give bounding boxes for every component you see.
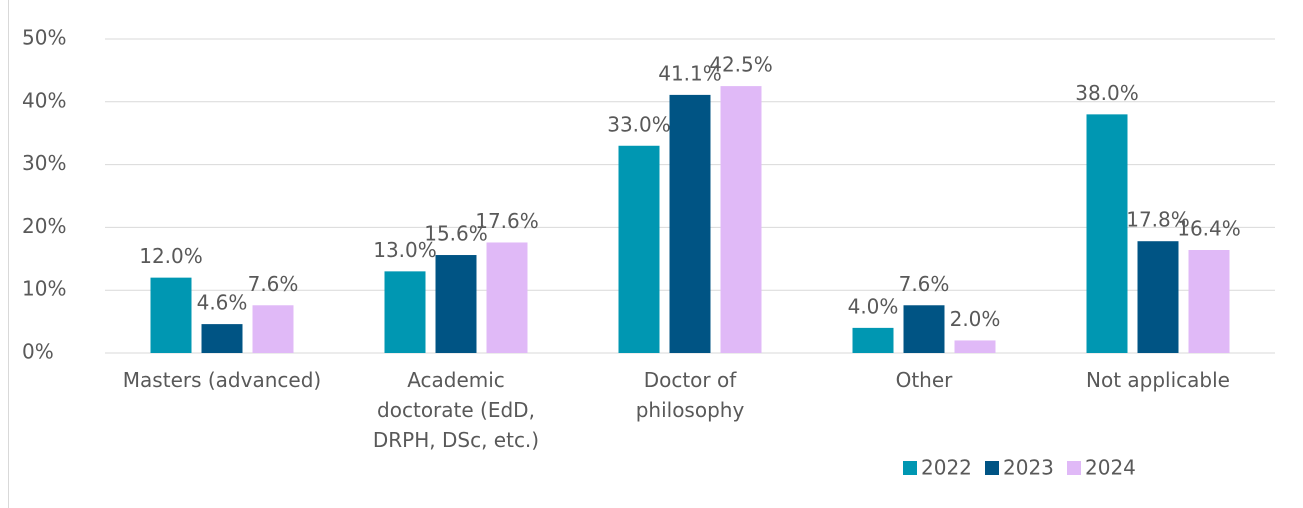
data-label: 17.6% (475, 209, 539, 233)
bar (954, 340, 996, 353)
bar (669, 94, 711, 353)
y-tick-label: 10% (22, 277, 66, 301)
data-label: 2.0% (950, 307, 1001, 331)
data-label: 4.6% (197, 291, 248, 315)
y-tick-label: 30% (22, 151, 66, 175)
data-label: 42.5% (709, 53, 773, 77)
data-label: 7.6% (899, 272, 950, 296)
bar (486, 242, 528, 353)
data-label: 38.0% (1075, 81, 1139, 105)
bar (1188, 250, 1230, 353)
legend-swatch (1067, 461, 1081, 475)
x-tick-label: Doctor of philosophy (635, 368, 745, 422)
legend-swatch (985, 461, 999, 475)
bar (903, 305, 945, 353)
data-label: 12.0% (139, 244, 203, 268)
bar (435, 255, 477, 353)
bar (852, 327, 894, 353)
y-tick-label: 0% (22, 340, 54, 364)
bar (252, 305, 294, 353)
x-tick-label: Not applicable (1086, 368, 1230, 392)
data-label: 16.4% (1177, 217, 1241, 241)
data-label: 4.0% (848, 294, 899, 318)
y-tick-label: 20% (22, 214, 66, 238)
legend-label: 2024 (1085, 456, 1136, 480)
bar (618, 145, 660, 353)
y-tick-label: 50% (22, 26, 66, 50)
x-tick-label: Other (895, 368, 953, 392)
data-label: 33.0% (607, 112, 671, 136)
bar (150, 277, 192, 353)
data-label: 7.6% (248, 272, 299, 296)
legend-swatch (903, 461, 917, 475)
x-tick-label: Academic doctorate (EdD, DRPH, DSc, etc.… (372, 368, 540, 452)
data-label: 15.6% (424, 222, 488, 246)
bar (384, 271, 426, 353)
y-tick-label: 40% (22, 88, 66, 112)
x-tick-label: Masters (advanced) (122, 368, 322, 392)
bar (201, 324, 243, 353)
bar (720, 86, 762, 353)
legend-label: 2022 (921, 456, 972, 480)
bar (1086, 114, 1128, 353)
bar (1137, 241, 1179, 353)
data-label: 41.1% (658, 61, 722, 85)
data-label: 13.0% (373, 238, 437, 262)
legend-label: 2023 (1003, 456, 1054, 480)
data-label: 17.8% (1126, 208, 1190, 232)
